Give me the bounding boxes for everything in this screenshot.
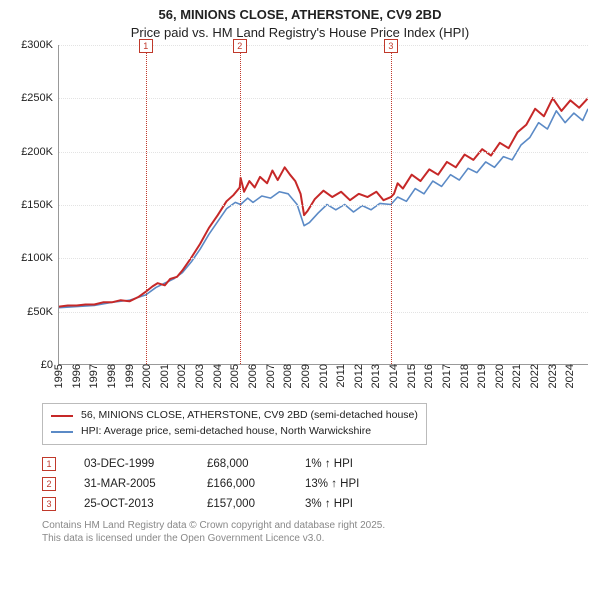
x-axis-label: 2010 bbox=[318, 364, 330, 394]
sale-marker-line bbox=[391, 45, 392, 364]
x-axis-label: 2024 bbox=[564, 364, 576, 394]
x-axis-label: 2006 bbox=[247, 364, 259, 394]
sale-row: 2 31-MAR-2005 £166,000 13% ↑ HPI bbox=[42, 477, 588, 491]
x-axis-label: 2016 bbox=[423, 364, 435, 394]
x-axis-label: 2023 bbox=[547, 364, 559, 394]
legend-swatch bbox=[51, 415, 73, 417]
x-axis-label: 2021 bbox=[511, 364, 523, 394]
sale-price: £157,000 bbox=[207, 498, 277, 510]
y-axis-label: £50K bbox=[27, 306, 59, 318]
x-axis-label: 2019 bbox=[476, 364, 488, 394]
x-axis-label: 2009 bbox=[300, 364, 312, 394]
x-axis-label: 1995 bbox=[53, 364, 65, 394]
x-axis-label: 1999 bbox=[124, 364, 136, 394]
x-axis-label: 2022 bbox=[529, 364, 541, 394]
x-axis-label: 2003 bbox=[194, 364, 206, 394]
title-subtitle: Price paid vs. HM Land Registry's House … bbox=[12, 24, 588, 42]
x-axis-label: 2008 bbox=[282, 364, 294, 394]
sales-table: 1 03-DEC-1999 £68,000 1% ↑ HPI 2 31-MAR-2005 £… bbox=[42, 457, 588, 511]
x-axis-label: 2004 bbox=[212, 364, 224, 394]
footer-line-2: This data is licensed under the Open Gov… bbox=[42, 532, 588, 545]
x-axis-label: 2002 bbox=[176, 364, 188, 394]
price-chart: £0£50K£100K£150K£200K£250K£300K199519961… bbox=[58, 45, 588, 365]
sale-marker-line bbox=[240, 45, 241, 364]
x-axis-label: 2000 bbox=[141, 364, 153, 394]
legend-row: 56, MINIONS CLOSE, ATHERSTONE, CV9 2BD (… bbox=[51, 408, 418, 424]
title-address: 56, MINIONS CLOSE, ATHERSTONE, CV9 2BD bbox=[12, 6, 588, 24]
footer-line-1: Contains HM Land Registry data © Crown c… bbox=[42, 519, 588, 532]
x-axis-label: 2012 bbox=[353, 364, 365, 394]
sale-diff: 1% ↑ HPI bbox=[305, 458, 353, 470]
sale-num-badge: 3 bbox=[42, 497, 56, 511]
legend-row: HPI: Average price, semi-detached house,… bbox=[51, 424, 418, 440]
y-axis-label: £300K bbox=[21, 39, 59, 51]
chart-plot bbox=[59, 45, 588, 364]
chart-legend: 56, MINIONS CLOSE, ATHERSTONE, CV9 2BD (… bbox=[42, 403, 427, 445]
x-axis-label: 2017 bbox=[441, 364, 453, 394]
x-axis-label: 1998 bbox=[106, 364, 118, 394]
sale-date: 03-DEC-1999 bbox=[84, 458, 179, 470]
sale-marker-badge: 2 bbox=[233, 39, 247, 53]
legend-label: HPI: Average price, semi-detached house,… bbox=[81, 424, 371, 440]
title-block: 56, MINIONS CLOSE, ATHERSTONE, CV9 2BD P… bbox=[12, 6, 588, 41]
x-axis-label: 2013 bbox=[370, 364, 382, 394]
x-axis-label: 1997 bbox=[88, 364, 100, 394]
y-axis-label: £100K bbox=[21, 252, 59, 264]
sale-num-badge: 2 bbox=[42, 477, 56, 491]
sale-marker-badge: 1 bbox=[139, 39, 153, 53]
legend-swatch bbox=[51, 431, 73, 433]
sale-diff: 13% ↑ HPI bbox=[305, 478, 359, 490]
x-axis-label: 2007 bbox=[265, 364, 277, 394]
sale-num-badge: 1 bbox=[42, 457, 56, 471]
legend-label: 56, MINIONS CLOSE, ATHERSTONE, CV9 2BD (… bbox=[81, 408, 418, 424]
page-root: 56, MINIONS CLOSE, ATHERSTONE, CV9 2BD P… bbox=[0, 0, 600, 590]
series-hpi bbox=[59, 109, 588, 308]
sale-marker-line bbox=[146, 45, 147, 364]
sale-date: 25-OCT-2013 bbox=[84, 498, 179, 510]
y-axis-label: £150K bbox=[21, 199, 59, 211]
y-axis-label: £250K bbox=[21, 92, 59, 104]
sale-row: 1 03-DEC-1999 £68,000 1% ↑ HPI bbox=[42, 457, 588, 471]
x-axis-label: 2011 bbox=[335, 364, 347, 394]
sale-date: 31-MAR-2005 bbox=[84, 478, 179, 490]
x-axis-label: 1996 bbox=[71, 364, 83, 394]
sale-marker-badge: 3 bbox=[384, 39, 398, 53]
sale-price: £166,000 bbox=[207, 478, 277, 490]
series-property bbox=[59, 98, 588, 306]
sale-diff: 3% ↑ HPI bbox=[305, 498, 353, 510]
y-axis-label: £200K bbox=[21, 146, 59, 158]
below-chart: 56, MINIONS CLOSE, ATHERSTONE, CV9 2BD (… bbox=[42, 403, 588, 545]
sale-price: £68,000 bbox=[207, 458, 277, 470]
sale-row: 3 25-OCT-2013 £157,000 3% ↑ HPI bbox=[42, 497, 588, 511]
x-axis-label: 2001 bbox=[159, 364, 171, 394]
license-footer: Contains HM Land Registry data © Crown c… bbox=[42, 519, 588, 545]
x-axis-label: 2015 bbox=[406, 364, 418, 394]
x-axis-label: 2020 bbox=[494, 364, 506, 394]
x-axis-label: 2018 bbox=[459, 364, 471, 394]
x-axis-label: 2014 bbox=[388, 364, 400, 394]
x-axis-label: 2005 bbox=[229, 364, 241, 394]
